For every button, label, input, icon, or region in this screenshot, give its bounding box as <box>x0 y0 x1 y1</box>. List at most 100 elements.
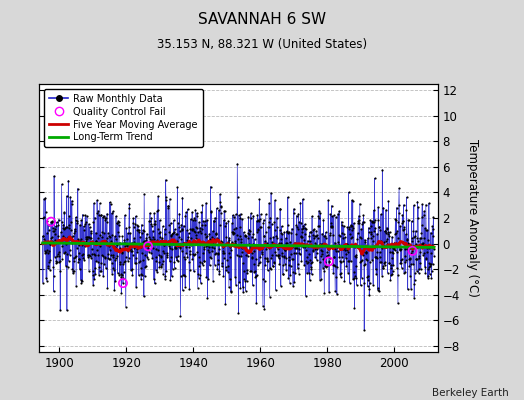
Point <box>59 226 68 232</box>
Point <box>385 260 393 266</box>
Point <box>301 225 310 231</box>
Point <box>118 272 126 278</box>
Point <box>137 276 145 282</box>
Point <box>217 210 225 216</box>
Point <box>293 265 302 272</box>
Point <box>235 279 244 285</box>
Point <box>243 266 251 273</box>
Point <box>121 258 129 264</box>
Point <box>138 230 146 237</box>
Point <box>388 270 397 277</box>
Point <box>308 271 316 278</box>
Point <box>289 269 297 275</box>
Point <box>301 221 309 227</box>
Point <box>281 247 289 253</box>
Point <box>97 212 105 218</box>
Point <box>263 256 271 262</box>
Point <box>75 266 84 272</box>
Point <box>133 246 141 252</box>
Point <box>40 214 48 220</box>
Point <box>73 185 82 192</box>
Point <box>242 233 250 239</box>
Point <box>243 248 252 254</box>
Point <box>60 210 69 216</box>
Point <box>329 270 337 276</box>
Point <box>409 261 417 268</box>
Point <box>283 230 292 237</box>
Point <box>222 234 231 240</box>
Point <box>192 225 201 231</box>
Point <box>69 268 78 274</box>
Point <box>62 241 71 247</box>
Point <box>337 218 346 225</box>
Point <box>345 224 353 230</box>
Point <box>69 233 77 239</box>
Point <box>223 257 232 263</box>
Point <box>131 260 139 266</box>
Point <box>86 235 94 241</box>
Point <box>392 204 401 211</box>
Point <box>99 253 107 260</box>
Point <box>183 237 191 243</box>
Point <box>194 274 203 281</box>
Point <box>130 245 138 251</box>
Point <box>306 256 314 263</box>
Point <box>255 260 263 266</box>
Point <box>384 270 392 276</box>
Point <box>403 237 411 243</box>
Point <box>421 225 429 232</box>
Point <box>143 253 151 260</box>
Point <box>296 250 304 257</box>
Point <box>230 214 238 220</box>
Point <box>133 248 141 255</box>
Point <box>260 306 268 312</box>
Point <box>344 189 353 196</box>
Point <box>106 256 115 262</box>
Point <box>159 270 167 277</box>
Point <box>414 255 423 262</box>
Point <box>352 275 360 282</box>
Point <box>93 210 102 216</box>
Point <box>345 226 354 232</box>
Point <box>105 255 113 262</box>
Point <box>172 245 180 251</box>
Point <box>179 239 188 246</box>
Point <box>363 244 371 251</box>
Point <box>135 258 144 265</box>
Point <box>87 230 95 236</box>
Point <box>140 228 149 234</box>
Point <box>88 255 96 261</box>
Point <box>394 300 402 307</box>
Point <box>411 270 419 277</box>
Point <box>238 216 246 222</box>
Point <box>271 227 279 234</box>
Point <box>98 229 106 236</box>
Point <box>242 278 250 284</box>
Point <box>247 210 255 217</box>
Point <box>85 224 94 230</box>
Point <box>141 264 149 270</box>
Point <box>149 240 158 246</box>
Point <box>175 234 183 240</box>
Point <box>191 206 200 213</box>
Point <box>414 270 423 276</box>
Point <box>88 238 96 244</box>
Point <box>332 248 340 254</box>
Point <box>245 241 253 247</box>
Point <box>330 212 338 219</box>
Point <box>73 237 82 243</box>
Point <box>266 215 275 221</box>
Point <box>132 254 140 261</box>
Point <box>396 260 405 266</box>
Point <box>287 263 295 270</box>
Point <box>361 280 369 286</box>
Point <box>246 268 255 275</box>
Point <box>210 217 218 224</box>
Point <box>107 260 116 266</box>
Point <box>369 281 377 288</box>
Point <box>86 235 95 241</box>
Point <box>396 247 404 254</box>
Point <box>299 196 307 202</box>
Text: Berkeley Earth: Berkeley Earth <box>432 388 508 398</box>
Point <box>422 255 431 262</box>
